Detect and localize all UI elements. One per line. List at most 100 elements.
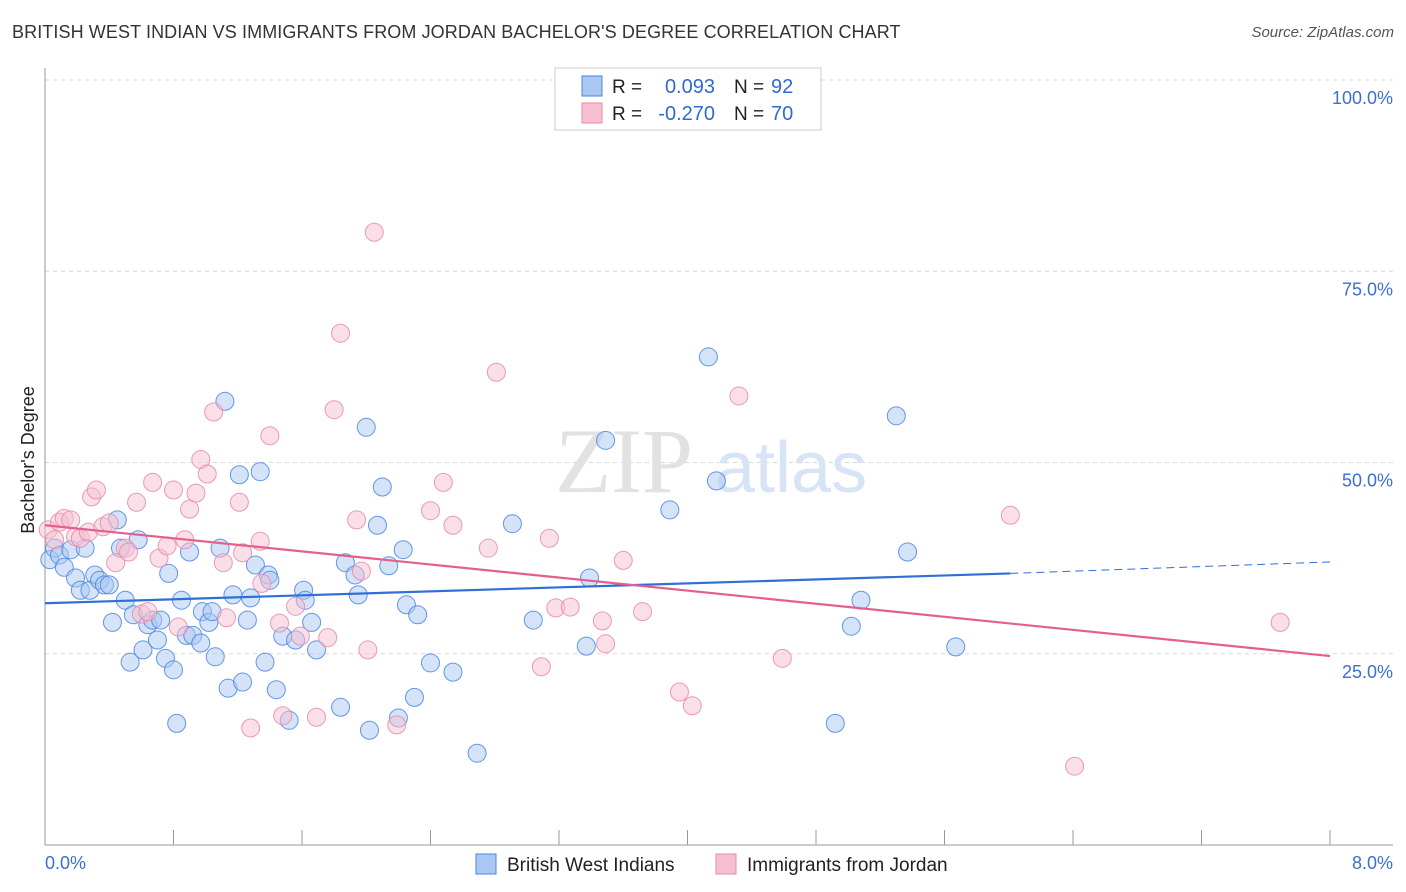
- jordan-point: [306, 707, 326, 727]
- bwi-point: [159, 563, 179, 583]
- bwi-point: [302, 612, 322, 632]
- jordan-point: [168, 617, 188, 637]
- bwi-trend-extension: [1010, 561, 1331, 574]
- r-value: -0.270: [658, 103, 715, 125]
- jordan-point: [270, 613, 290, 633]
- bwi-point: [237, 610, 257, 630]
- bwi-point: [576, 636, 596, 656]
- jordan-point: [180, 499, 200, 519]
- jordan-point: [186, 483, 206, 503]
- bwi-point: [245, 555, 265, 575]
- bwi-point: [523, 610, 543, 630]
- jordan-point: [164, 480, 183, 500]
- jordan-point: [531, 657, 551, 677]
- bwi-point: [841, 616, 861, 636]
- jordan-point: [633, 602, 653, 622]
- bwi-point: [356, 417, 376, 437]
- bwi-point: [408, 605, 428, 625]
- bwi-point: [706, 471, 726, 491]
- n-label: N =: [734, 77, 764, 98]
- jordan-point: [143, 472, 163, 492]
- bwi-point: [851, 590, 871, 610]
- bwi-point: [596, 430, 616, 450]
- bwi-swatch: [581, 75, 603, 97]
- jordan-point: [290, 626, 310, 646]
- y-tick-label: 100.0%: [1332, 88, 1393, 108]
- bwi-point: [886, 406, 906, 426]
- jordan-point: [592, 611, 612, 631]
- bwi-point: [229, 465, 249, 485]
- jordan-point: [682, 696, 702, 716]
- jordan-point: [99, 513, 119, 533]
- bwi-point: [99, 575, 119, 595]
- jordan-point: [729, 386, 749, 406]
- jordan-point: [1270, 612, 1290, 632]
- jordan-point: [486, 362, 506, 382]
- bwi-point: [191, 633, 211, 653]
- jordan-point: [387, 715, 407, 735]
- bwi-point: [205, 647, 225, 667]
- n-value: 92: [771, 76, 793, 98]
- r-label: R =: [612, 104, 642, 125]
- bwi-trend-line: [44, 572, 1011, 605]
- n-label: N =: [734, 104, 764, 125]
- bwi-point: [698, 347, 718, 367]
- jordan-point: [560, 597, 580, 617]
- bwi-point: [164, 660, 183, 680]
- bwi-point: [946, 637, 966, 657]
- bwi-point: [147, 630, 167, 650]
- bwi-point: [898, 542, 918, 562]
- jordan-point: [45, 530, 65, 550]
- jordan-point: [364, 222, 384, 242]
- y-tick-label: 50.0%: [1342, 471, 1393, 491]
- jordan-point: [197, 464, 217, 484]
- bwi-point: [102, 612, 122, 632]
- jordan-point: [358, 640, 378, 660]
- jordan-point: [478, 538, 498, 558]
- jordan-point: [260, 426, 280, 446]
- bwi-point: [266, 680, 286, 700]
- bwi-point: [580, 568, 600, 588]
- jordan-point: [233, 543, 253, 563]
- bwi-point: [331, 697, 351, 717]
- jordan-point: [1000, 505, 1020, 525]
- jordan-point: [204, 402, 224, 422]
- legend-bwi-label: British West Indians: [507, 855, 675, 876]
- jordan-point: [86, 480, 106, 500]
- bwi-point: [306, 640, 326, 660]
- bwi-point: [233, 672, 253, 692]
- bwi-point: [133, 640, 153, 660]
- bwi-point: [393, 540, 413, 560]
- bwi-point: [359, 720, 379, 740]
- bwi-point: [443, 662, 463, 682]
- legend-bwi-swatch: [475, 853, 497, 875]
- jordan-swatch: [581, 102, 603, 124]
- legend-jordan-label: Immigrants from Jordan: [747, 855, 948, 876]
- jordan-point: [1065, 756, 1085, 776]
- bwi-point: [167, 713, 187, 733]
- jordan-point: [138, 602, 158, 622]
- jordan-point: [106, 553, 126, 573]
- jordan-point: [772, 648, 792, 668]
- jordan-point: [119, 542, 139, 562]
- jordan-point: [613, 550, 633, 570]
- bwi-point: [467, 743, 487, 763]
- bwi-point: [367, 515, 387, 535]
- bwi-point: [502, 514, 522, 534]
- r-label: R =: [612, 77, 642, 98]
- jordan-trend-line: [44, 524, 1331, 658]
- x-tick-label: 0.0%: [45, 853, 86, 873]
- source-label: Source: ZipAtlas.com: [1251, 24, 1394, 41]
- jordan-point: [596, 634, 616, 654]
- jordan-point: [539, 528, 559, 548]
- bwi-point: [825, 713, 845, 733]
- r-value: 0.093: [665, 76, 715, 98]
- y-tick-label: 25.0%: [1342, 662, 1393, 682]
- jordan-point: [351, 561, 371, 581]
- legend-jordan-swatch: [715, 853, 737, 875]
- jordan-point: [286, 596, 306, 616]
- jordan-point: [331, 323, 351, 343]
- jordan-point: [213, 553, 233, 573]
- jordan-point: [241, 718, 261, 738]
